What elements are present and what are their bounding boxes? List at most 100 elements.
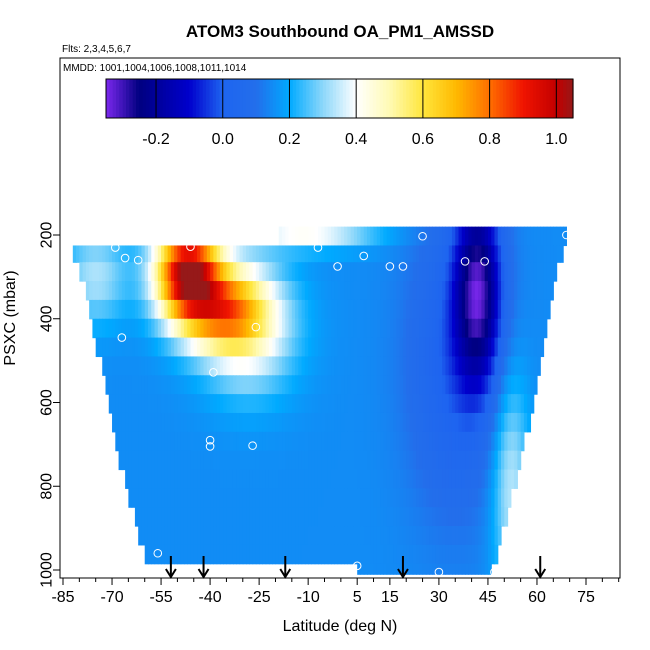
heatmap-cell (272, 450, 277, 471)
heatmap-cell (252, 356, 257, 376)
flight-arrows (165, 556, 547, 579)
heatmap-cell (481, 262, 486, 282)
heatmap-cell (533, 318, 538, 339)
heatmap-cell (471, 469, 476, 489)
heatmap-cell (327, 412, 332, 433)
heatmap-cell (255, 375, 260, 395)
heatmap-cell (98, 262, 103, 282)
heatmap-cell (409, 544, 414, 565)
heatmap-cell (458, 375, 463, 395)
heatmap-cell (402, 412, 407, 433)
heatmap-cell (197, 450, 201, 471)
heatmap-cell (448, 507, 453, 527)
x-tick-label: 75 (577, 589, 595, 606)
heatmap-cell (134, 356, 139, 376)
heatmap-cell (458, 450, 463, 471)
heatmap-cell (167, 544, 172, 565)
heatmap-cell (334, 318, 339, 339)
heatmap-cell (438, 431, 443, 452)
heatmap-cell (468, 526, 473, 546)
heatmap-cell (167, 337, 172, 358)
heatmap-cell (151, 431, 156, 452)
heatmap-cell (180, 507, 185, 527)
heatmap-cell (501, 318, 505, 339)
heatmap-cell (239, 375, 244, 395)
heatmap-cell (121, 299, 126, 320)
heatmap-cell (370, 507, 375, 527)
heatmap-cell (246, 431, 250, 452)
heatmap-cell (370, 412, 375, 433)
heatmap-cell (481, 450, 486, 471)
y-tick-label: 800 (39, 473, 56, 500)
heatmap-cell (134, 431, 139, 452)
heatmap-cell (487, 281, 492, 301)
heatmap-cell (239, 431, 244, 452)
heatmap-cell (252, 337, 257, 358)
heatmap-cell (134, 318, 139, 339)
heatmap-cell (164, 469, 169, 489)
heatmap-cell (144, 526, 149, 546)
heatmap-cell (458, 488, 463, 508)
heatmap-cell (334, 356, 339, 376)
heatmap-cell (553, 226, 558, 247)
heatmap-cell (491, 544, 496, 565)
heatmap-cell (151, 394, 156, 414)
heatmap-cell (517, 318, 522, 339)
heatmap-cell (282, 488, 286, 508)
heatmap-cell (278, 394, 283, 414)
heatmap-cell (144, 469, 149, 489)
heatmap-cell (210, 431, 214, 452)
heatmap-cell (337, 226, 342, 247)
heatmap-cell (174, 281, 179, 301)
heatmap-cell (419, 394, 424, 414)
heatmap-cell (373, 318, 378, 339)
heatmap-cell (357, 245, 362, 263)
heatmap-cell (494, 488, 499, 508)
heatmap-cell (242, 394, 247, 414)
heatmap-cell (491, 450, 496, 471)
heatmap-cell (458, 412, 463, 433)
heatmap-cell (442, 356, 447, 376)
heatmap-cell (347, 318, 352, 339)
heatmap-cell (563, 226, 567, 247)
heatmap-cell (108, 375, 113, 395)
heatmap-cell (412, 507, 417, 527)
heatmap-cell (268, 469, 273, 489)
heatmap-cell (138, 318, 143, 339)
heatmap-cell (105, 375, 110, 395)
heatmap-cell (429, 412, 433, 433)
heatmap-cell (409, 318, 414, 339)
heatmap-cell (226, 450, 231, 471)
heatmap-cell (246, 281, 250, 301)
heatmap-cell (393, 488, 398, 508)
heatmap-cell (523, 281, 528, 301)
heatmap-cell (180, 394, 185, 414)
heatmap-cell (288, 450, 293, 471)
colorbar-segment (166, 79, 170, 118)
heatmap-cell (288, 431, 293, 452)
heatmap-cell (164, 431, 169, 452)
heatmap-cell (350, 412, 355, 433)
heatmap-cell (232, 526, 237, 546)
heatmap-cell (438, 507, 443, 527)
heatmap-cell (380, 526, 384, 546)
heatmap-cell (419, 356, 424, 376)
heatmap-cell (536, 262, 541, 282)
heatmap-cell (461, 450, 466, 471)
heatmap-cell (187, 412, 192, 433)
heatmap-cell (487, 526, 492, 546)
heatmap-cell (154, 544, 159, 565)
heatmap-cell (301, 356, 306, 376)
heatmap-cell (396, 245, 401, 263)
heatmap-cell (425, 245, 430, 263)
heatmap-cell (210, 469, 214, 489)
heatmap-cell (229, 488, 234, 508)
colorbar-segment (522, 79, 527, 118)
heatmap-cell (422, 488, 427, 508)
heatmap-cell (216, 337, 221, 358)
heatmap-cell (350, 394, 355, 414)
colorbar-segment (106, 79, 110, 118)
heatmap-cell (268, 507, 273, 527)
heatmap-cell (242, 431, 247, 452)
heatmap-cell (272, 544, 277, 565)
